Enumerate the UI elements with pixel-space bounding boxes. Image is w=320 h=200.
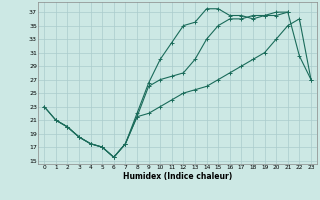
X-axis label: Humidex (Indice chaleur): Humidex (Indice chaleur)	[123, 172, 232, 181]
